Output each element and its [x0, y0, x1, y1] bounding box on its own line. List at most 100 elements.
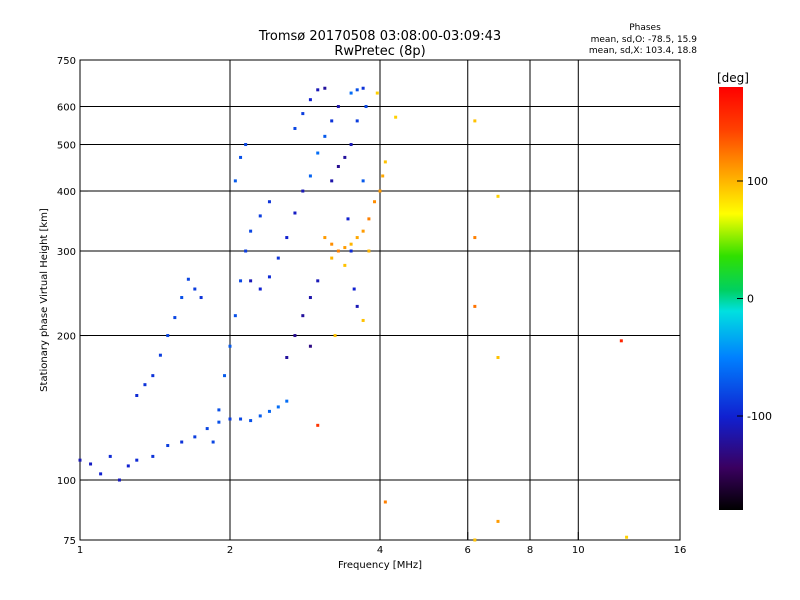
data-point [258, 287, 262, 291]
data-point [316, 88, 320, 92]
data-point [211, 440, 215, 444]
data-point [336, 105, 340, 109]
data-point [323, 86, 327, 90]
data-point [293, 334, 297, 338]
data-point [293, 126, 297, 130]
data-point [330, 242, 334, 246]
data-point [349, 249, 353, 253]
data-point [233, 179, 237, 183]
colorbar-label: [deg] [717, 71, 749, 85]
data-point [361, 318, 365, 322]
x-tick-label: 16 [674, 545, 687, 556]
data-point [239, 279, 243, 283]
data-point [355, 236, 359, 240]
y-tick-label: 600 [57, 103, 76, 114]
y-axis-ticks: 75 100 200 300 400 500 600 750 [57, 56, 88, 547]
y-tick-label: 200 [57, 332, 76, 343]
data-point [135, 458, 139, 462]
data-point [78, 458, 82, 462]
data-point [383, 160, 387, 164]
data-point [364, 105, 368, 109]
y-tick-label: 750 [57, 56, 76, 67]
data-point [496, 355, 500, 359]
y-tick-label: 500 [57, 141, 76, 152]
data-point [267, 200, 271, 204]
data-point [323, 236, 327, 240]
data-point [355, 304, 359, 308]
data-point [381, 174, 385, 178]
y-tick-label: 75 [63, 536, 76, 547]
data-point [301, 112, 305, 116]
data-point [117, 478, 121, 482]
data-point [367, 217, 371, 221]
x-axis-ticks: 1 2 4 6 8 10 16 [77, 532, 687, 556]
data-points [78, 86, 629, 542]
x-tick-label: 2 [227, 545, 233, 556]
data-point [285, 236, 289, 240]
data-point [205, 427, 209, 431]
data-point [352, 287, 356, 291]
data-point [151, 454, 155, 458]
data-point [228, 344, 232, 348]
data-point [375, 91, 379, 95]
phases-heading: Phases [629, 23, 661, 33]
x-tick-label: 8 [527, 545, 533, 556]
data-point [473, 236, 477, 240]
data-point [496, 194, 500, 198]
data-point [361, 179, 365, 183]
data-point [330, 119, 334, 123]
x-tick-label: 1 [77, 545, 83, 556]
data-point [217, 408, 221, 412]
data-point [249, 279, 253, 283]
data-point [228, 417, 232, 421]
data-point [158, 353, 162, 357]
data-point [323, 134, 327, 138]
data-point [336, 164, 340, 168]
data-point [378, 189, 382, 193]
data-point [244, 249, 248, 253]
colorbar-tick-label: 100 [747, 175, 768, 188]
data-point [151, 374, 155, 378]
data-point [496, 519, 500, 523]
data-point [99, 472, 103, 476]
data-point [108, 454, 112, 458]
data-point [308, 296, 312, 300]
data-point [244, 143, 248, 147]
x-axis-label: Frequency [MHz] [338, 560, 422, 571]
y-axis-label: Stationary phase Virtual Height [km] [39, 208, 50, 392]
data-point [308, 174, 312, 178]
data-point [258, 414, 262, 418]
data-point [473, 304, 477, 308]
data-point [285, 355, 289, 359]
data-point [135, 394, 139, 398]
data-point [343, 246, 347, 250]
data-point [166, 444, 170, 448]
x-tick-label: 4 [377, 545, 383, 556]
data-point [349, 91, 353, 95]
data-point [173, 316, 177, 320]
data-point [367, 249, 371, 253]
data-point [355, 119, 359, 123]
y-tick-label: 400 [57, 187, 76, 198]
colorbar-tick-label: 0 [747, 293, 754, 306]
colorbar-ticks: 100 0 -100 [737, 175, 772, 423]
data-point [180, 296, 184, 300]
plot-area: 1 2 4 6 8 10 16 75 100 200 300 400 500 600 750 [57, 56, 686, 556]
data-point [316, 423, 320, 427]
grid-lines [80, 60, 680, 540]
data-point [180, 440, 184, 444]
y-tick-label: 100 [57, 476, 76, 487]
data-point [166, 334, 170, 338]
data-point [186, 277, 190, 281]
data-point [293, 211, 297, 215]
data-point [89, 462, 93, 466]
data-point [316, 279, 320, 283]
phases-o-stats: mean, sd,O: -78.5, 15.9 [591, 35, 698, 45]
data-point [199, 296, 203, 300]
data-point [330, 179, 334, 183]
phases-x-stats: mean, sd,X: 103.4, 18.8 [589, 46, 697, 56]
data-point [285, 399, 289, 403]
data-point [193, 287, 197, 291]
chart-title: Tromsø 20170508 03:08:00-03:09:43 [258, 29, 501, 44]
